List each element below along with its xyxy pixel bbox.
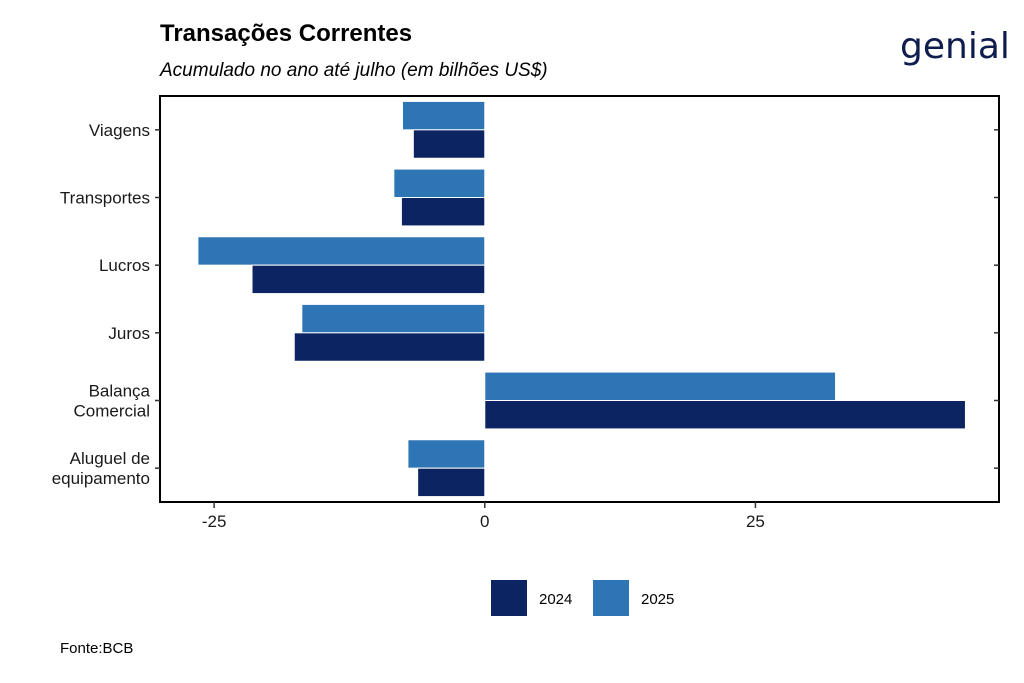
plot-panel-border	[159, 95, 1000, 503]
bar-2025	[393, 168, 486, 199]
bar-2024	[400, 197, 486, 227]
bar-2025	[484, 371, 837, 401]
category-label: Lucros	[99, 256, 150, 275]
legend-swatch-2024	[491, 580, 527, 616]
bar-2024	[293, 332, 486, 362]
category-label: Transportes	[60, 189, 150, 208]
x-tick-label: -25	[202, 512, 227, 531]
logo-text: genial	[900, 26, 1010, 67]
x-tick-label: 0	[480, 512, 489, 531]
bar-2025	[401, 100, 486, 131]
bar-2024	[251, 264, 486, 295]
category-label: Balança	[89, 382, 151, 401]
genial-logo: genial	[900, 26, 1010, 67]
bar-2024	[417, 467, 486, 498]
chart-subtitle: Acumulado no ano até julho (em bilhões U…	[160, 60, 548, 81]
bar-2025	[407, 439, 486, 469]
category-label: Juros	[108, 324, 150, 343]
bar-2024	[484, 400, 966, 430]
source-note: Fonte:BCB	[60, 640, 134, 657]
bar-2025	[301, 303, 486, 334]
x-tick-label: 25	[746, 512, 765, 531]
chart-title: Transações Correntes	[160, 20, 413, 47]
legend-swatch-2025	[593, 580, 629, 616]
category-label: equipamento	[52, 469, 150, 488]
legend-label-2024: 2024	[539, 591, 572, 608]
bar-2024	[412, 129, 486, 159]
bar-2025	[197, 236, 486, 266]
category-label: Aluguel de	[70, 449, 150, 468]
category-label: Comercial	[73, 402, 150, 421]
category-label: Viagens	[89, 121, 150, 140]
legend-label-2025: 2025	[641, 591, 674, 608]
